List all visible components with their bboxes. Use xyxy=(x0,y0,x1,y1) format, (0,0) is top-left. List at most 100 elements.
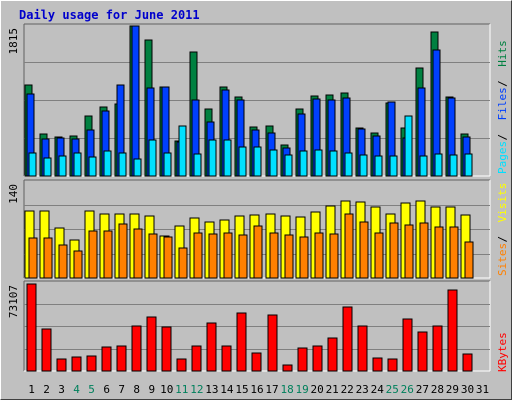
kbytes-bar xyxy=(71,356,82,372)
legend-sites: Sites xyxy=(496,243,509,276)
x-tick-label: 19 xyxy=(295,383,308,396)
kbytes-bar xyxy=(447,289,458,372)
chart-title: Daily usage for June 2011 xyxy=(19,8,200,22)
sites-bar xyxy=(133,228,143,279)
kbytes-bar xyxy=(417,331,428,372)
kbytes-bar xyxy=(191,345,202,372)
kbytes-bar xyxy=(236,312,247,372)
sites-bar xyxy=(284,234,294,279)
kbytes-bar xyxy=(251,352,262,372)
x-tick-label: 2 xyxy=(43,383,50,396)
sites-bar xyxy=(58,244,68,279)
pages-bar xyxy=(223,139,232,177)
sites-bar xyxy=(359,221,369,279)
sites-bar xyxy=(148,233,158,279)
x-tick-label: 15 xyxy=(235,383,248,396)
pages-bar xyxy=(28,152,37,177)
x-tick-label: 11 xyxy=(175,383,188,396)
pages-bar xyxy=(284,154,293,177)
kbytes-bar xyxy=(387,358,398,372)
x-tick-label: 17 xyxy=(265,383,278,396)
sites-bar xyxy=(88,230,98,279)
sites-bar xyxy=(464,241,474,279)
sites-bar xyxy=(193,232,203,279)
kbytes-bar xyxy=(206,322,217,372)
kbytes-bar xyxy=(131,325,142,372)
x-tick-label: 27 xyxy=(416,383,429,396)
kbytes-bar xyxy=(402,318,413,372)
pages-bar xyxy=(299,150,308,177)
kbytes-bar xyxy=(86,355,97,372)
kbytes-bar xyxy=(462,353,473,372)
x-tick-label: 10 xyxy=(160,383,173,396)
legend-hits: Hits xyxy=(496,40,509,67)
kbytes-bar xyxy=(267,314,278,372)
pages-bar xyxy=(329,150,338,177)
x-tick-label: 31 xyxy=(476,383,489,396)
pages-bar xyxy=(88,156,97,177)
x-tick-label: 23 xyxy=(356,383,369,396)
x-tick-label: 1 xyxy=(28,383,35,396)
x-tick-label: 12 xyxy=(190,383,203,396)
kbytes-bar xyxy=(312,345,323,372)
pages-bar xyxy=(73,152,82,177)
x-tick-label: 25 xyxy=(386,383,399,396)
pages-bar xyxy=(208,139,217,177)
pages-bar xyxy=(118,152,127,177)
sites-bar xyxy=(344,213,354,279)
kbytes-bar xyxy=(116,345,127,372)
kbytes-bar xyxy=(176,358,187,372)
kbytes-bar xyxy=(221,345,232,372)
x-tick-label: 24 xyxy=(371,383,385,396)
x-tick-label: 28 xyxy=(431,383,444,396)
legend-visits: Visits xyxy=(496,183,509,223)
legend-kbytes: KBytes xyxy=(496,332,509,372)
kbytes-bar xyxy=(101,346,112,372)
pages-bar xyxy=(419,155,428,177)
sites-bar xyxy=(374,232,384,279)
pages-bar xyxy=(449,154,458,177)
x-tick-label: 30 xyxy=(461,383,474,396)
kbytes-bar xyxy=(146,316,157,372)
x-tick-label: 20 xyxy=(310,383,323,396)
kbytes-bar xyxy=(41,328,52,372)
sites-bar xyxy=(449,226,459,279)
sites-bar xyxy=(404,224,414,279)
x-tick-label: 9 xyxy=(148,383,155,396)
x-tick-label: 26 xyxy=(401,383,414,396)
legend-pages: Pages xyxy=(496,141,509,174)
sites-bar xyxy=(299,236,309,279)
pages-bar xyxy=(389,155,398,177)
pages-bar xyxy=(359,154,368,177)
kbytes-bar xyxy=(161,326,172,372)
x-tick-label: 18 xyxy=(280,383,293,396)
kbytes-bar xyxy=(372,357,383,372)
files-bar xyxy=(131,25,140,177)
x-tick-label: 7 xyxy=(118,383,125,396)
sites-bar xyxy=(28,237,38,279)
sites-bar xyxy=(238,234,248,279)
sites-bar xyxy=(329,233,339,279)
sites-bar xyxy=(208,233,218,279)
pages-bar xyxy=(43,157,52,177)
sites-bar xyxy=(389,222,399,279)
pages-bar xyxy=(103,150,112,177)
y-max-label-visits: 140 xyxy=(7,184,20,204)
legend-files: Files xyxy=(496,87,509,120)
kbytes-bar xyxy=(327,337,338,372)
sites-bar xyxy=(269,232,279,279)
x-tick-label: 16 xyxy=(250,383,263,396)
kbytes-bar xyxy=(357,325,368,372)
pages-bar xyxy=(163,152,172,177)
sites-bar xyxy=(178,247,188,279)
pages-bar xyxy=(133,158,142,177)
x-tick-label: 14 xyxy=(220,383,234,396)
sites-bar xyxy=(223,232,233,279)
pages-bar xyxy=(404,115,413,177)
sites-bar xyxy=(419,222,429,279)
sites-bar xyxy=(73,250,83,279)
legend-separator: / xyxy=(496,80,509,87)
x-tick-label: 5 xyxy=(88,383,95,396)
sites-bar xyxy=(434,226,444,279)
